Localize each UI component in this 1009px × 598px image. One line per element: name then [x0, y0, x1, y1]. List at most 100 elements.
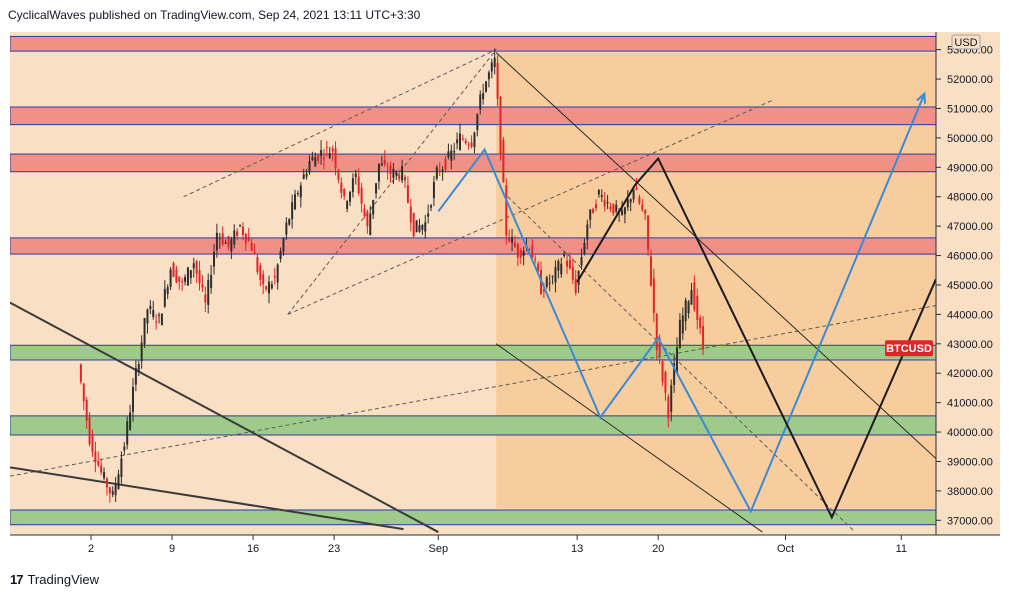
candle-body[interactable] — [482, 93, 485, 100]
candle-body[interactable] — [632, 190, 635, 200]
candle-body[interactable] — [421, 225, 424, 230]
candle-body[interactable] — [152, 310, 155, 317]
candle-body[interactable] — [430, 205, 433, 208]
candle-body[interactable] — [479, 94, 482, 110]
candle-body[interactable] — [386, 171, 389, 173]
candle-body[interactable] — [594, 204, 597, 209]
resistance-zone[interactable] — [10, 153, 936, 173]
candle-body[interactable] — [667, 396, 670, 419]
candle-body[interactable] — [664, 372, 667, 393]
candle-body[interactable] — [427, 213, 430, 217]
candle-body[interactable] — [146, 309, 149, 324]
candle-body[interactable] — [308, 161, 311, 173]
candle-body[interactable] — [184, 277, 187, 282]
currency-badge[interactable] — [951, 34, 981, 50]
candle-body[interactable] — [470, 142, 473, 147]
candle-body[interactable] — [276, 264, 279, 283]
candle-body[interactable] — [649, 256, 652, 286]
candle-body[interactable] — [456, 139, 459, 144]
candle-body[interactable] — [172, 263, 175, 278]
candle-body[interactable] — [534, 258, 537, 260]
candle-body[interactable] — [233, 230, 236, 245]
candle-body[interactable] — [493, 57, 496, 67]
candle-body[interactable] — [499, 97, 502, 154]
candle-body[interactable] — [230, 239, 233, 252]
symbol-price-tag[interactable] — [885, 340, 933, 357]
candle-body[interactable] — [198, 270, 201, 284]
candle-body[interactable] — [545, 277, 548, 287]
resistance-zone[interactable] — [10, 237, 936, 255]
candle-body[interactable] — [126, 421, 129, 445]
candle-body[interactable] — [97, 461, 100, 466]
candle-body[interactable] — [401, 166, 404, 181]
candle-body[interactable] — [103, 471, 106, 479]
tradingview-footer[interactable]: 17 TradingView — [10, 572, 99, 587]
candle-body[interactable] — [392, 168, 395, 179]
candle-body[interactable] — [438, 170, 441, 173]
candle-body[interactable] — [189, 270, 192, 278]
candle-body[interactable] — [256, 257, 259, 273]
candle-body[interactable] — [320, 150, 323, 156]
candle-body[interactable] — [537, 263, 540, 272]
candle-body[interactable] — [450, 150, 453, 161]
candle-body[interactable] — [253, 252, 256, 255]
candle-body[interactable] — [563, 254, 566, 257]
candle-body[interactable] — [215, 232, 218, 251]
candle-body[interactable] — [305, 173, 308, 177]
candle-body[interactable] — [560, 263, 563, 275]
candle-body[interactable] — [195, 261, 198, 274]
candle-body[interactable] — [473, 132, 476, 148]
candle-body[interactable] — [458, 133, 461, 150]
blue-projection-path[interactable] — [437, 93, 926, 514]
candle-body[interactable] — [369, 213, 372, 235]
candle-body[interactable] — [169, 269, 172, 287]
candle-body[interactable] — [262, 274, 265, 285]
candle-body[interactable] — [325, 146, 328, 148]
support-zone[interactable] — [10, 344, 936, 361]
channel-upper-line[interactable] — [495, 52, 936, 459]
candle-body[interactable] — [88, 417, 91, 445]
candle-body[interactable] — [655, 313, 658, 351]
candle-body[interactable] — [91, 435, 94, 452]
candle-body[interactable] — [134, 367, 137, 385]
candle-body[interactable] — [690, 290, 693, 305]
candle-body[interactable] — [583, 242, 586, 254]
candle-body[interactable] — [676, 347, 679, 373]
candle-body[interactable] — [647, 215, 650, 250]
candle-body[interactable] — [227, 236, 230, 247]
candle-body[interactable] — [349, 191, 352, 202]
candle-body[interactable] — [247, 237, 250, 241]
candle-body[interactable] — [270, 284, 273, 289]
candle-body[interactable] — [354, 173, 357, 178]
candle-body[interactable] — [291, 202, 294, 220]
candle-body[interactable] — [661, 361, 664, 382]
candle-body[interactable] — [129, 412, 132, 430]
candle-body[interactable] — [702, 325, 705, 350]
candle-body[interactable] — [120, 458, 123, 477]
candle-body[interactable] — [79, 364, 82, 382]
candle-body[interactable] — [673, 363, 676, 385]
solid-trendline[interactable] — [10, 301, 439, 533]
candle-body[interactable] — [244, 233, 247, 244]
candle-body[interactable] — [123, 446, 126, 451]
candle-body[interactable] — [241, 226, 244, 235]
candle-body[interactable] — [340, 182, 343, 193]
candle-body[interactable] — [519, 250, 522, 258]
candle-body[interactable] — [201, 284, 204, 288]
candle-body[interactable] — [155, 321, 158, 323]
candle-body[interactable] — [351, 178, 354, 193]
candle-body[interactable] — [285, 222, 288, 235]
price-axis-panel[interactable] — [936, 32, 1000, 535]
channel-lower-line[interactable] — [495, 343, 763, 533]
candle-body[interactable] — [163, 288, 166, 307]
candle-body[interactable] — [490, 62, 493, 72]
candle-body[interactable] — [670, 385, 673, 412]
candle-body[interactable] — [224, 242, 227, 244]
candle-body[interactable] — [94, 451, 97, 463]
candle-body[interactable] — [328, 153, 331, 159]
dashed-trendline[interactable] — [507, 196, 856, 533]
candle-body[interactable] — [137, 364, 140, 373]
candle-body[interactable] — [551, 276, 554, 278]
candle-body[interactable] — [265, 286, 268, 290]
candle-body[interactable] — [621, 210, 624, 215]
